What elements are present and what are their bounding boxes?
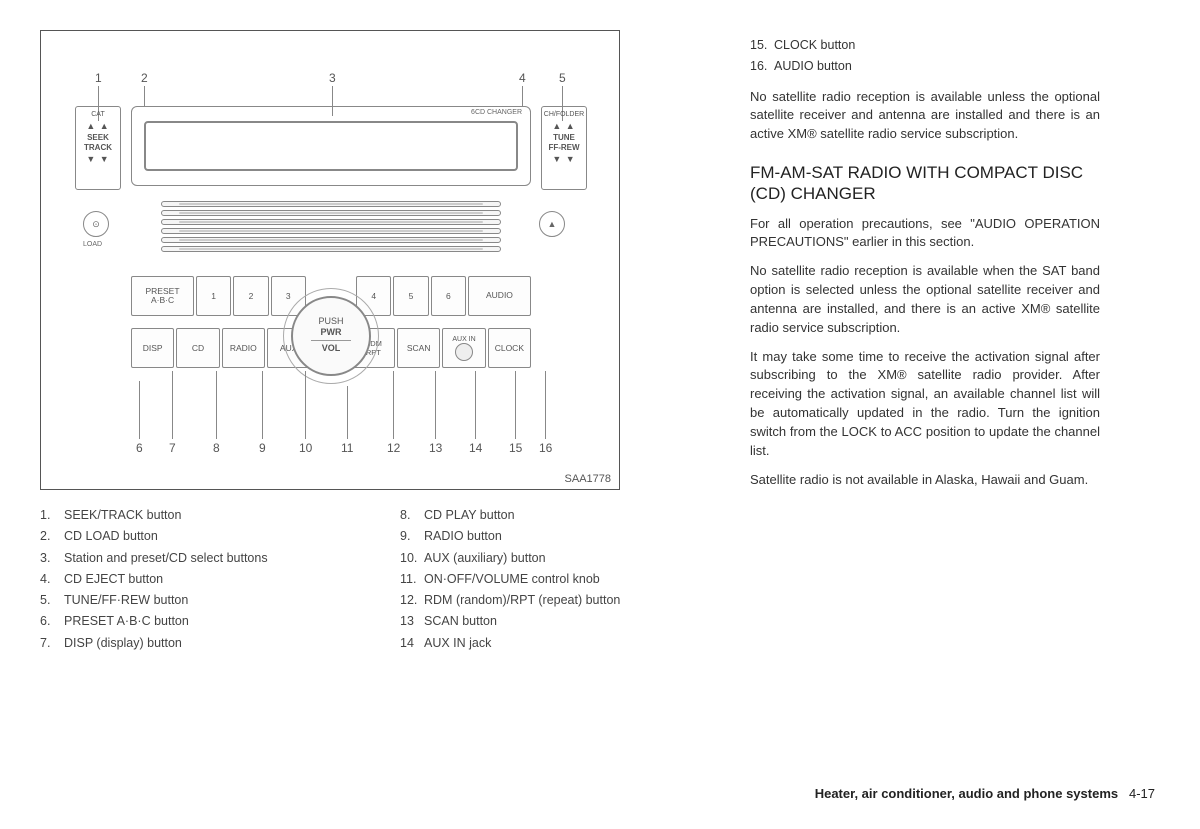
- legend-item: 2.CD LOAD button: [40, 526, 360, 547]
- preset-2-button: 2: [233, 276, 268, 316]
- callout-7: 7: [169, 441, 176, 455]
- aux-in-jack: AUX IN: [442, 328, 485, 368]
- callout-15: 15: [509, 441, 522, 455]
- legend-lists: 1.SEEK/TRACK button2.CD LOAD button3.Sta…: [40, 505, 720, 654]
- legend-item: 13SCAN button: [400, 611, 720, 632]
- cd-load-button: ⊙: [83, 211, 109, 237]
- legend-item: 16.AUDIO button: [750, 56, 1100, 77]
- legend-item: 11.ON·OFF/VOLUME control knob: [400, 569, 720, 590]
- para-precautions: For all operation precautions, see "AUDI…: [750, 215, 1100, 253]
- callout-10: 10: [299, 441, 312, 455]
- callout-12: 12: [387, 441, 400, 455]
- preset-1-button: 1: [196, 276, 231, 316]
- preset-5-button: 5: [393, 276, 428, 316]
- legend-item: 10.AUX (auxiliary) button: [400, 548, 720, 569]
- callout-8: 8: [213, 441, 220, 455]
- volume-knob: PUSH PWR VOL: [291, 296, 371, 376]
- radio-button: RADIO: [222, 328, 265, 368]
- legend-item: 5.TUNE/FF·REW button: [40, 590, 360, 611]
- cd-eject-button: ▲: [539, 211, 565, 237]
- load-label: LOAD: [83, 241, 102, 248]
- legend-item: 4.CD EJECT button: [40, 569, 360, 590]
- display-panel: 6CD CHANGER: [131, 106, 531, 186]
- callout-13: 13: [429, 441, 442, 455]
- legend-item: 12.RDM (random)/RPT (repeat) button: [400, 590, 720, 611]
- callout-5: 5: [559, 71, 566, 85]
- callout-4: 4: [519, 71, 526, 85]
- tune-ffrew-button: CH/FOLDER ▲ ▲ TUNE FF-REW ▼ ▼: [541, 106, 587, 190]
- figure-id: SAA1778: [565, 473, 611, 485]
- legend-item: 14AUX IN jack: [400, 633, 720, 654]
- callout-3: 3: [329, 71, 336, 85]
- scan-button: SCAN: [397, 328, 440, 368]
- para-activation: It may take some time to receive the act…: [750, 348, 1100, 461]
- cd-slots: [161, 201, 501, 255]
- preset-button: PRESET A·B·C: [131, 276, 194, 316]
- legend-item: 7.DISP (display) button: [40, 633, 360, 654]
- callout-6: 6: [136, 441, 143, 455]
- callout-1: 1: [95, 71, 102, 85]
- para-availability: Satellite radio is not available in Alas…: [750, 471, 1100, 490]
- para-satellite-note: No satellite radio reception is availabl…: [750, 88, 1100, 145]
- legend-item: 3.Station and preset/CD select buttons: [40, 548, 360, 569]
- legend-item: 15.CLOCK button: [750, 35, 1100, 56]
- disp-button: DISP: [131, 328, 174, 368]
- section-heading: FM-AM-SAT RADIO WITH COMPACT DISC (CD) C…: [750, 162, 1100, 205]
- page-footer: Heater, air conditioner, audio and phone…: [815, 786, 1155, 801]
- audio-button: AUDIO: [468, 276, 531, 316]
- radio-diagram: 1 2 3 4 5 CAT ▲ ▲ SEEK TRACK ▼ ▼: [40, 30, 620, 490]
- callout-11: 11: [341, 441, 353, 455]
- callout-2: 2: [141, 71, 148, 85]
- callout-9: 9: [259, 441, 266, 455]
- cd-button: CD: [176, 328, 219, 368]
- clock-button: CLOCK: [488, 328, 531, 368]
- seek-track-button: CAT ▲ ▲ SEEK TRACK ▼ ▼: [75, 106, 121, 190]
- callout-16: 16: [539, 441, 552, 455]
- para-sat-band: No satellite radio reception is availabl…: [750, 262, 1100, 337]
- legend-item: 1.SEEK/TRACK button: [40, 505, 360, 526]
- legend-item: 9.RADIO button: [400, 526, 720, 547]
- legend-item: 8.CD PLAY button: [400, 505, 720, 526]
- preset-6-button: 6: [431, 276, 466, 316]
- callout-14: 14: [469, 441, 482, 455]
- legend-item: 6.PRESET A·B·C button: [40, 611, 360, 632]
